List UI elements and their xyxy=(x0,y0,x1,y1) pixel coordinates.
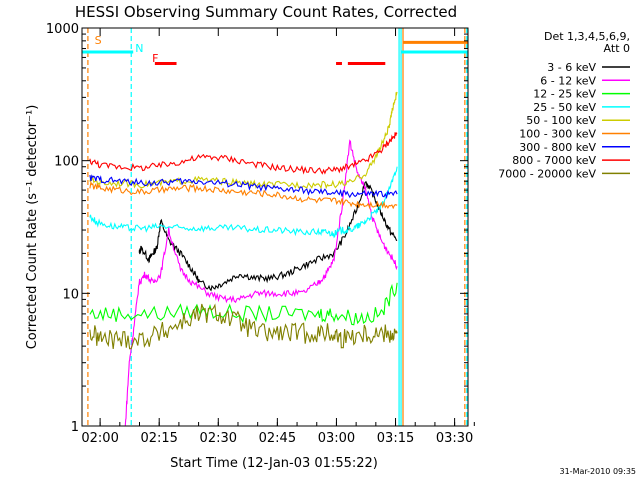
y-tick-label: 1 xyxy=(71,420,79,435)
legend-label: 3 - 6 keV xyxy=(547,61,596,74)
x-tick-label: 02:15 xyxy=(140,431,177,446)
series-line-5 xyxy=(89,180,398,210)
annotation-n: N xyxy=(135,42,143,55)
x-tick-label: 02:45 xyxy=(259,431,296,446)
legend-label: 12 - 25 keV xyxy=(533,88,596,101)
legend-label: 6 - 12 keV xyxy=(540,74,596,87)
series-line-4 xyxy=(89,91,398,190)
x-tick-label: 03:00 xyxy=(318,431,355,446)
legend-label: 100 - 300 keV xyxy=(519,128,596,141)
x-tick-label: 03:15 xyxy=(377,431,414,446)
x-tick-label: 02:30 xyxy=(200,431,237,446)
y-tick-label: 1000 xyxy=(46,22,79,37)
annotation-f: F xyxy=(152,52,158,65)
state-overlay: S NF xyxy=(82,34,468,66)
series-line-3 xyxy=(89,166,398,239)
series-line-6 xyxy=(89,174,398,200)
x-tick-label: 02:00 xyxy=(81,431,118,446)
series-line-1 xyxy=(124,139,398,426)
legend-label: 7000 - 20000 keV xyxy=(498,167,596,180)
series-line-8 xyxy=(89,303,398,350)
axes xyxy=(81,27,469,427)
footer-timestamp: 31-Mar-2010 09:35 xyxy=(560,467,637,476)
y-tick-label: 100 xyxy=(54,155,79,170)
y-axis-ticks: 1 10 100 1000 xyxy=(46,22,468,435)
y-tick-label: 10 xyxy=(62,287,79,302)
legend-header: Att 0 xyxy=(604,42,630,55)
legend-label: 800 - 7000 keV xyxy=(512,154,596,167)
legend-label: 25 - 50 keV xyxy=(533,101,596,114)
x-tick-label: 03:30 xyxy=(436,431,473,446)
y-axis-label: Corrected Count Rate (s⁻¹ detector⁻¹) xyxy=(25,105,40,350)
series-line-2 xyxy=(89,282,398,326)
legend-label: 300 - 800 keV xyxy=(519,141,596,154)
legend-label: 50 - 100 keV xyxy=(526,114,596,127)
plot-area xyxy=(87,28,468,426)
annotation-s: S xyxy=(95,34,102,47)
legend-header: Det 1,3,4,5,6,9, xyxy=(544,30,630,43)
chart-title: HESSI Observing Summary Count Rates, Cor… xyxy=(75,3,457,21)
series-line-0 xyxy=(138,181,398,292)
x-axis-ticks: 02:00 02:15 02:30 02:45 03:00 03:15 03:30 xyxy=(81,28,475,446)
x-axis-label: Start Time (12-Jan-03 01:55:22) xyxy=(170,456,378,471)
series-group xyxy=(89,91,398,426)
plot-frame xyxy=(81,27,469,427)
series-line-7 xyxy=(89,132,398,175)
